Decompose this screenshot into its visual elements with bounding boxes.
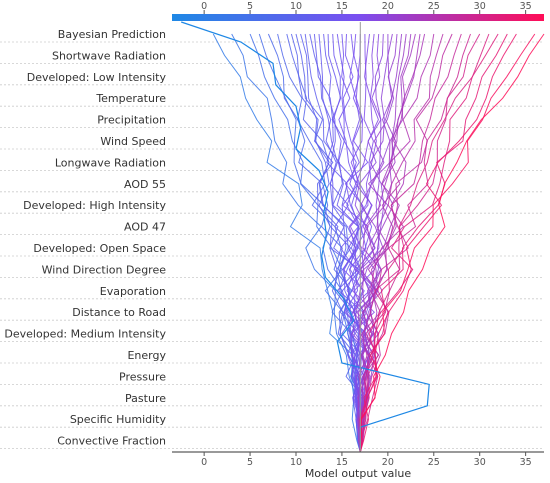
feature-label: AOD 55 <box>124 178 166 191</box>
feature-label: AOD 47 <box>124 221 166 234</box>
decision-line <box>354 33 382 453</box>
feature-label: Developed: Medium Intensity <box>4 328 166 341</box>
feature-label: Developed: Open Space <box>33 242 166 255</box>
top-tick-label: 35 <box>520 1 532 12</box>
decision-line <box>359 33 453 453</box>
decision-line <box>359 33 490 453</box>
decision-line <box>359 33 471 453</box>
decision-line <box>351 33 384 453</box>
feature-label: Temperature <box>95 92 166 105</box>
decision-line <box>336 33 367 453</box>
highlighted-decision-line-path <box>181 21 430 449</box>
decision-line <box>212 33 361 453</box>
top-tick-label: 5 <box>247 1 253 12</box>
top-tick-label: 0 <box>201 1 207 12</box>
decision-line <box>359 33 545 453</box>
x-tick-label: 25 <box>428 457 440 468</box>
feature-label: Convective Fraction <box>57 435 166 448</box>
x-tick-label: 20 <box>382 457 394 468</box>
decision-line <box>356 33 393 453</box>
decision-line <box>344 33 373 453</box>
decision-line <box>359 33 536 453</box>
feature-label: Evaporation <box>100 285 166 298</box>
top-tick-label: 10 <box>290 1 302 12</box>
colorbar <box>172 14 544 21</box>
top-tick-label: 30 <box>474 1 486 12</box>
decision-line <box>304 33 361 453</box>
top-axis: 0 5 10 15 20 25 30 35 <box>201 1 532 14</box>
decision-line <box>352 34 389 453</box>
feature-label: Distance to Road <box>72 306 166 319</box>
feature-label: Energy <box>127 349 166 362</box>
x-tick-label: 35 <box>520 457 532 468</box>
feature-label: Wind Direction Degree <box>42 263 167 276</box>
feature-label: Precipitation <box>97 114 166 127</box>
top-tick-label: 20 <box>382 1 394 12</box>
feature-label: Pressure <box>119 370 166 383</box>
feature-label: Pasture <box>125 392 166 405</box>
feature-label: Shortwave Radiation <box>52 49 166 62</box>
highlighted-decision-line <box>181 21 430 449</box>
x-tick-label: 15 <box>336 457 348 468</box>
x-axis: 0 5 10 15 20 25 30 35 <box>201 452 532 468</box>
decision-line <box>359 33 462 453</box>
feature-label: Developed: High Intensity <box>23 199 166 212</box>
x-tick-label: 30 <box>474 457 486 468</box>
feature-label: Developed: Low Intensity <box>27 71 167 84</box>
feature-label: Specific Humidity <box>70 413 167 426</box>
x-tick-label: 5 <box>247 457 253 468</box>
top-tick-label: 15 <box>336 1 348 12</box>
x-axis-title: Model output value <box>305 467 412 480</box>
decision-line <box>359 33 517 453</box>
x-tick-label: 10 <box>290 457 302 468</box>
top-tick-label: 25 <box>428 1 440 12</box>
feature-label: Wind Speed <box>100 135 166 148</box>
decision-line <box>359 33 508 453</box>
x-tick-label: 0 <box>201 457 207 468</box>
gridlines <box>0 41 544 450</box>
feature-label: Longwave Radiation <box>55 156 166 169</box>
feature-labels: Bayesian Prediction Shortwave Radiation De… <box>4 28 166 448</box>
decision-lines <box>212 33 545 453</box>
feature-label: Bayesian Prediction <box>58 28 166 41</box>
